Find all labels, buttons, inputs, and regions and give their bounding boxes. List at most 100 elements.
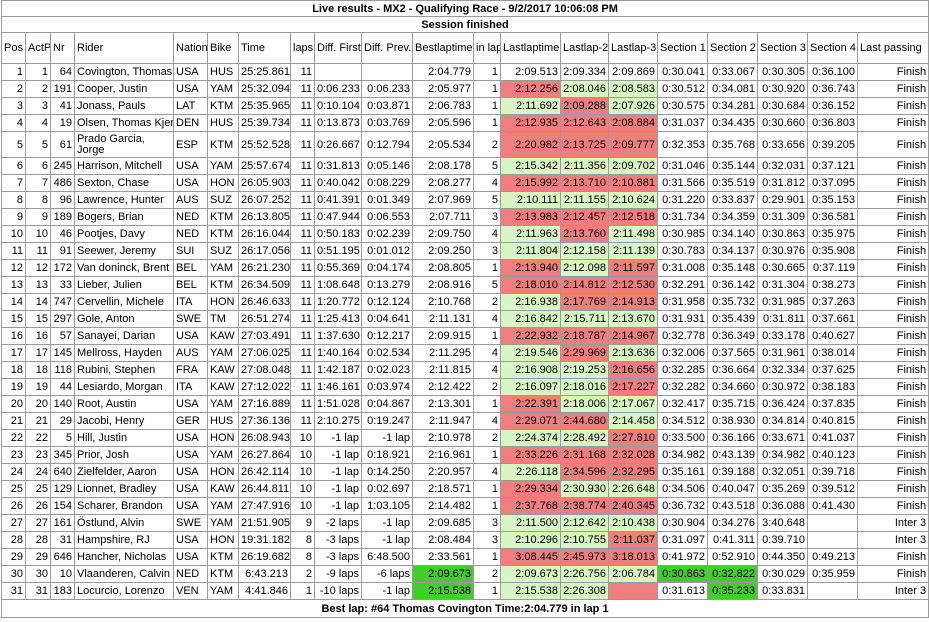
table-cell: 2 [473,565,501,583]
table-row: 15 15 297 Gole, Anton SWE TM 26:51.274 11 1:25.4… [1,310,929,328]
table-cell: 9 [1,208,26,226]
table-cell: 2:14.913 [608,293,658,311]
table-cell: Cooper, Justin [74,80,174,98]
table-cell: 1 [473,259,501,277]
table-cell: Prado Garcia, Jorge [74,131,174,158]
table-cell: 0:29.901 [757,191,808,209]
table-cell: -1 lap [361,429,413,447]
table-cell: 26:19.682 [238,548,291,566]
table-cell: Finish [856,114,929,132]
table-cell: 0:02.239 [361,225,413,243]
table-cell: 0:33.500 [657,429,708,447]
column-header: Section 2 [707,32,758,64]
table-cell: 172 [50,259,75,277]
table-cell: 191 [50,80,75,98]
table-cell: 2 [1,80,26,98]
table-cell: 27 [1,514,26,532]
table-cell: 6:48.500 [361,548,413,566]
table-cell: 2:13.760 [560,225,609,243]
table-cell: 2:26.756 [560,565,609,583]
table-cell: 20 [1,395,26,413]
table-cell: 0:30.985 [657,225,708,243]
table-cell: 13 [1,276,26,294]
table-cell: 3:40.648 [757,514,808,532]
table-cell: Seewer, Jeremy [74,242,174,260]
table-row: 18 18 118 Rubini, Stephen FRA KAW 27:08.048 11 1… [1,361,929,379]
table-cell: 0:13.873 [314,114,362,132]
table-cell: 0:43.518 [707,497,758,515]
table-cell: 11 [25,242,51,260]
table-cell: 2:37.768 [500,497,561,515]
table-row: 24 24 640 Zielfelder, Aaron USA HON 26:42.114 1… [1,463,929,481]
table-cell: Prior, Josh [74,446,174,464]
table-cell: 26:05.903 [238,174,291,192]
table-row: 17 17 145 Mellross, Hayden AUS YAM 27:06.025 11… [1,344,929,362]
table-cell: 1 [473,480,501,498]
table-cell: NED [173,208,208,226]
table-cell: KAW [207,480,239,498]
table-cell: 1:46.161 [314,378,362,396]
table-cell: 2:16.842 [500,310,561,328]
table-cell: 0:34.281 [707,97,758,115]
table-cell: 3:08.445 [500,548,561,566]
table-cell: Van doninck, Brent [74,259,174,277]
table-cell: Finish [856,276,929,294]
table-cell: 1:51.028 [314,395,362,413]
table-cell: 0:35.519 [707,174,758,192]
table-cell: 26:44.811 [238,480,291,498]
table-cell: 0:12.794 [361,131,413,158]
table-cell: VEN [173,582,208,600]
table-cell: Finish [856,361,929,379]
table-cell: 19 [50,114,75,132]
table-cell: 2:12.518 [608,208,658,226]
column-header: ActP [25,32,51,64]
table-cell: Finish [856,174,929,192]
table-cell: 2:13.636 [608,344,658,362]
table-cell: 0:40.123 [807,446,858,464]
table-cell: Finish [856,395,929,413]
table-cell: 2:09.702 [608,157,658,175]
session-status: Session finished [0,16,929,33]
table-cell: USA [173,446,208,464]
table-cell: 8 [290,548,315,566]
table-cell: 61 [50,131,75,158]
table-cell: 0:39.512 [807,480,858,498]
table-cell: 11 [290,310,315,328]
table-cell: 23 [1,446,26,464]
table-cell: 2:32.028 [608,446,658,464]
table-cell: 297 [50,310,75,328]
table-cell: 0:33.837 [707,191,758,209]
column-header: Bestlaptime [412,32,474,64]
table-cell: -1 lap [314,463,362,481]
table-cell: 0:03.974 [361,378,413,396]
table-cell: 1 [473,582,501,600]
table-cell: 0:30.972 [757,378,808,396]
table-cell: 0:35.975 [807,225,858,243]
table-cell: AUS [173,191,208,209]
table-cell: 0:06.553 [361,208,413,226]
table-cell: 4 [473,225,501,243]
table-cell: USA [173,63,208,81]
table-cell: Finish [856,412,929,430]
table-cell: YAM [207,344,239,362]
table-cell: 19:31.182 [238,531,291,549]
table-cell: 11 [290,259,315,277]
table-cell: 10 [290,497,315,515]
table-cell: 2:26.308 [560,582,609,600]
table-cell: 2:08.805 [412,259,474,277]
table-cell: KTM [207,548,239,566]
table-cell: 0:32.282 [657,378,708,396]
table-cell: 2:45.973 [560,548,609,566]
table-row: 23 23 345 Prior, Josh USA YAM 26:27.864 10 -1 la… [1,446,929,464]
table-cell: USA [173,497,208,515]
table-cell: 0:38.183 [807,378,858,396]
table-cell: 27:03.491 [238,327,291,345]
table-cell: 2:40.345 [608,497,658,515]
table-cell: 6 [25,157,51,175]
column-header: Diff. First [314,32,362,64]
table-cell: 10 [290,480,315,498]
table-cell: 0:04.641 [361,310,413,328]
table-row: 13 13 33 Lieber, Julien BEL KTM 26:34.509 11 1:0… [1,276,929,294]
table-cell: Mellross, Hayden [74,344,174,362]
table-cell [807,582,858,600]
